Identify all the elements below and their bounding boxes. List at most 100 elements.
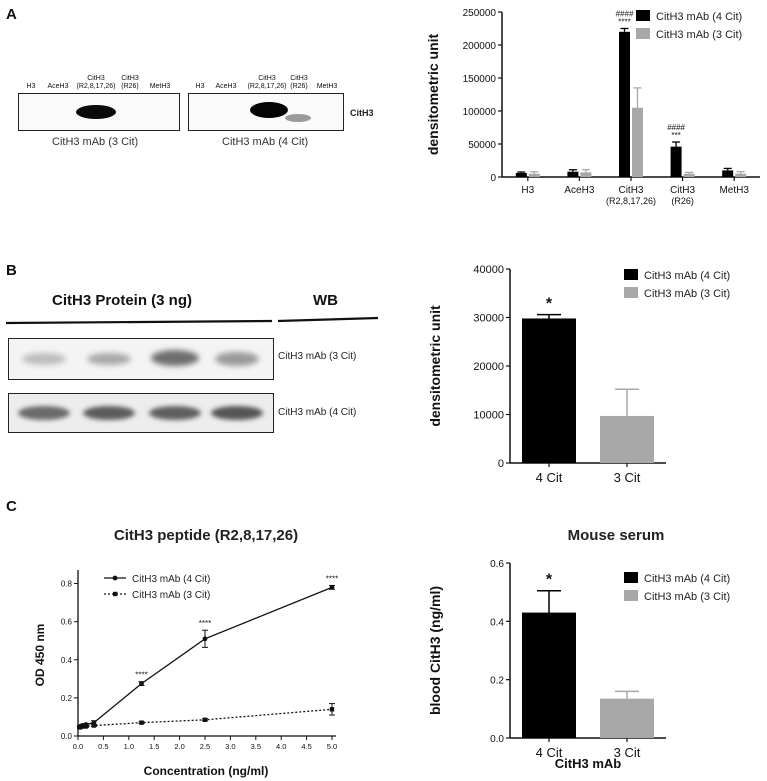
blot-lane-label: MetH3 bbox=[149, 83, 171, 90]
band bbox=[76, 105, 116, 119]
bar bbox=[632, 107, 643, 177]
legend-label: CitH3 mAb (4 Cit) bbox=[656, 11, 742, 23]
blot-a-left-bands bbox=[76, 105, 116, 119]
chart-title: Mouse serum bbox=[568, 527, 665, 544]
chart-a-densitometry: 0 50000 100000 150000 200000 250000 densitomet… bbox=[425, 8, 760, 206]
bar bbox=[567, 171, 579, 177]
significance-label: * bbox=[546, 572, 553, 589]
x-tick-label: 2.5 bbox=[200, 742, 210, 751]
x-tick-label: H3 bbox=[521, 185, 534, 196]
legend-swatch bbox=[624, 287, 638, 298]
significance-label: #### bbox=[667, 123, 685, 132]
legend-swatch bbox=[624, 269, 638, 280]
x-tick-label: CitH3 bbox=[670, 185, 695, 196]
legend-label: CitH3 mAb (4 Cit) bbox=[644, 270, 730, 282]
bar bbox=[522, 612, 576, 738]
x-tick-label: 3.5 bbox=[251, 742, 261, 751]
significance-label: * bbox=[546, 296, 553, 313]
x-tick-label: 4 Cit bbox=[536, 745, 563, 760]
y-tick-label: 150000 bbox=[463, 74, 497, 85]
blot-lane-label: AceH3 bbox=[215, 83, 237, 90]
y-tick-label: 0.0 bbox=[61, 732, 73, 741]
legend-label: CitH3 mAb (3 Cit) bbox=[644, 288, 730, 300]
y-tick-label: 200000 bbox=[463, 41, 497, 52]
y-tick-label: 10000 bbox=[473, 410, 504, 422]
y-tick-label: 100000 bbox=[463, 107, 497, 118]
y-tick-label: 0 bbox=[490, 173, 496, 184]
legend-swatch bbox=[636, 28, 650, 39]
band bbox=[215, 352, 259, 366]
legend-marker bbox=[112, 575, 118, 581]
significance-label: **** bbox=[326, 574, 338, 583]
blot-b-3cit-bands bbox=[22, 350, 259, 366]
x-tick-label: (R26) bbox=[671, 196, 694, 206]
y-tick-label: 0.8 bbox=[61, 580, 73, 589]
y-tick-label: 0.4 bbox=[490, 617, 504, 628]
blot-a-right bbox=[188, 93, 344, 131]
blot-b-4cit bbox=[8, 393, 274, 433]
significance-label: **** bbox=[135, 671, 147, 680]
blot-lane-label: CitH3 (R26) bbox=[121, 75, 139, 90]
header-rule-right bbox=[277, 316, 379, 323]
blot-b-3cit-label: CitH3 mAb (3 Cit) bbox=[278, 351, 357, 362]
data-point bbox=[83, 724, 89, 729]
x-tick-label: MetH3 bbox=[719, 185, 749, 196]
series-line-4cit bbox=[79, 586, 333, 728]
y-tick-label: 0.4 bbox=[61, 656, 73, 665]
bar bbox=[515, 173, 527, 177]
data-point bbox=[79, 724, 85, 729]
panel-letter-c: C bbox=[6, 498, 17, 515]
legend-label: CitH3 mAb (3 Cit) bbox=[132, 590, 210, 601]
chart-title: CitH3 peptide (R2,8,17,26) bbox=[114, 527, 298, 544]
blot-a-left bbox=[18, 93, 180, 131]
x-tick-label: 0.0 bbox=[73, 742, 83, 751]
blot-b-header-left: CitH3 Protein (3 ng) bbox=[52, 292, 193, 309]
data-point bbox=[139, 720, 144, 725]
band bbox=[151, 350, 199, 366]
legend-swatch bbox=[624, 572, 638, 583]
y-axis-label: densitometric unit bbox=[427, 305, 443, 427]
y-tick-label: 50000 bbox=[468, 140, 496, 151]
x-tick-label: 4.5 bbox=[301, 742, 311, 751]
x-tick-label: 3 Cit bbox=[614, 745, 641, 760]
bar bbox=[600, 415, 654, 463]
x-tick-label: 5.0 bbox=[327, 742, 337, 751]
legend-label: CitH3 mAb (3 Cit) bbox=[656, 29, 742, 41]
blot-lane-label: CitH3 (R26) bbox=[290, 75, 308, 90]
significance-label: *** bbox=[671, 131, 680, 140]
bar bbox=[580, 172, 592, 177]
chart-c-mouse-serum: Mouse serum 0.0 0.2 0.4 0.6 blood CitH3 (ng/m… bbox=[427, 527, 730, 771]
bar bbox=[670, 146, 682, 177]
bar bbox=[522, 318, 576, 463]
significance-label: **** bbox=[618, 18, 630, 27]
legend-label: CitH3 mAb (4 Cit) bbox=[644, 573, 730, 585]
y-tick-label: 0.6 bbox=[61, 618, 73, 627]
y-tick-label: 0.2 bbox=[490, 676, 504, 687]
blot-lane-label: H3 bbox=[26, 83, 36, 90]
data-point bbox=[139, 681, 144, 686]
blot-b-4cit-bands bbox=[18, 406, 263, 420]
blot-a-right-caption: CitH3 mAb (4 Cit) bbox=[222, 136, 309, 148]
panel-letter-b: B bbox=[6, 262, 17, 279]
x-tick-label: 1.0 bbox=[124, 742, 134, 751]
blot-lane-label: CitH3 (R2,8,17,26) bbox=[247, 75, 287, 90]
significance-label: #### bbox=[616, 10, 634, 19]
data-point bbox=[202, 636, 208, 642]
blot-lane-label: H3 bbox=[195, 83, 205, 90]
y-axis-label: densitometric unit bbox=[425, 33, 441, 155]
bar bbox=[600, 698, 654, 738]
y-tick-label: 30000 bbox=[473, 313, 504, 325]
band bbox=[18, 406, 70, 420]
chart-b-densitometry: 0 10000 20000 30000 40000 densitometric unit *… bbox=[427, 264, 730, 485]
x-axis-label: Concentration (ng/ml) bbox=[144, 764, 269, 778]
band bbox=[87, 353, 131, 365]
y-tick-label: 20000 bbox=[473, 361, 504, 373]
x-tick-label: (R2,8,17,26) bbox=[606, 196, 656, 206]
data-point bbox=[91, 723, 97, 728]
x-tick-label: 3 Cit bbox=[614, 470, 641, 485]
blot-b-header-right: WB bbox=[313, 292, 338, 309]
bar bbox=[528, 173, 540, 177]
legend-swatch bbox=[624, 590, 638, 601]
x-tick-label: 0.5 bbox=[98, 742, 108, 751]
blot-lane-label: CitH3 (R2,8,17,26) bbox=[76, 75, 116, 90]
